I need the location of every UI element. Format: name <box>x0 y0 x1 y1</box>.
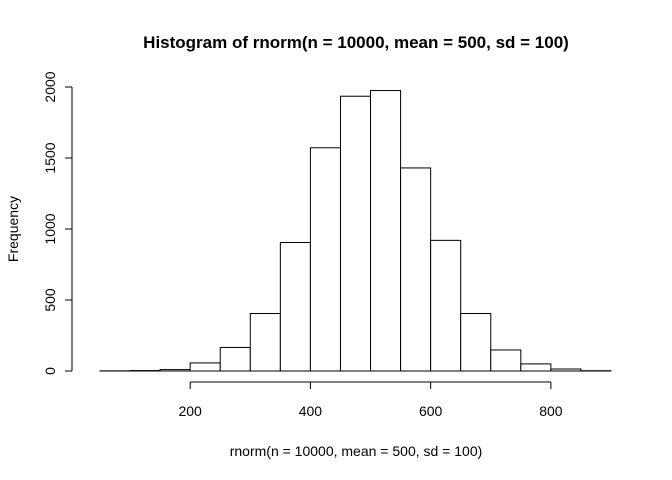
bars-group <box>99 90 612 372</box>
y-tick-label-1500: 1500 <box>42 142 58 173</box>
x-axis: 200 400 600 800 <box>178 381 563 419</box>
histogram-bar-10 <box>400 167 432 372</box>
y-tick-label-2000: 2000 <box>42 71 58 102</box>
histogram-bar-11 <box>430 239 462 372</box>
x-tick-label-600: 600 <box>419 403 443 419</box>
histogram-bar-12 <box>460 312 492 372</box>
histogram-bar-15 <box>550 368 582 372</box>
y-tick-label-1000: 1000 <box>42 213 58 244</box>
x-tick-label-400: 400 <box>299 403 323 419</box>
histogram-bar-7 <box>309 147 341 372</box>
histogram-bar-6 <box>279 241 311 372</box>
chart-title: Histogram of rnorm(n = 10000, mean = 500… <box>143 33 569 52</box>
y-tick-label-0: 0 <box>42 367 58 375</box>
histogram-bar-5 <box>249 312 281 372</box>
histogram-bar-8 <box>339 95 372 372</box>
x-tick-label-800: 800 <box>539 403 563 419</box>
y-tick-label-500: 500 <box>42 288 58 312</box>
y-axis-label: Frequency <box>5 196 21 262</box>
histogram-bar-9 <box>370 90 402 372</box>
x-axis-label: rnorm(n = 10000, mean = 500, sd = 100) <box>230 443 483 459</box>
histogram-bar-13 <box>490 349 522 372</box>
x-tick-label-200: 200 <box>178 403 202 419</box>
histogram-bar-14 <box>520 363 552 372</box>
histogram-bar-3 <box>189 362 221 372</box>
histogram-bar-4 <box>219 346 251 372</box>
histogram-bar-2 <box>159 369 191 372</box>
y-axis: 0 500 1000 1500 2000 <box>42 71 73 375</box>
